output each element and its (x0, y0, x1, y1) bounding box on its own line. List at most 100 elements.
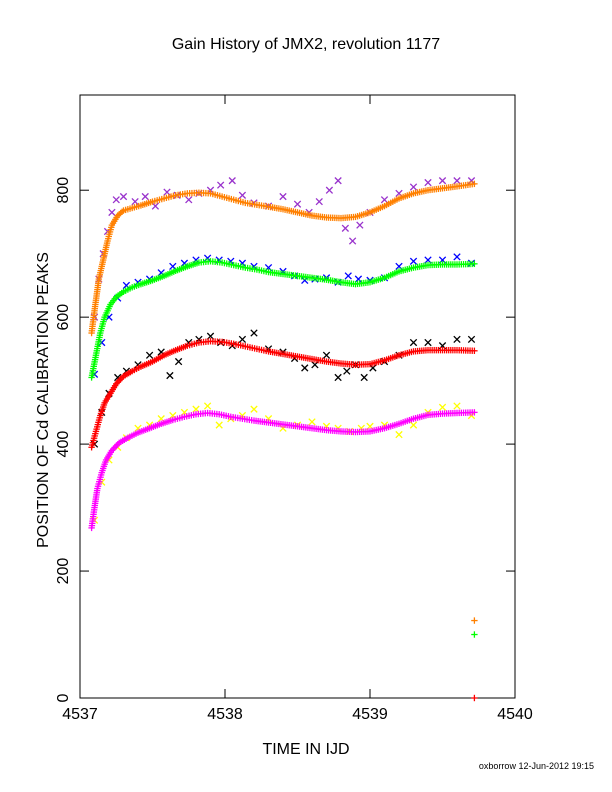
trend-fill (339, 279, 357, 288)
trend-fill (198, 338, 212, 346)
trend-fill (174, 190, 189, 199)
trend-fill (383, 269, 401, 281)
data-point (166, 371, 174, 380)
trend-fill (171, 414, 186, 423)
x-tick-label: 4538 (207, 706, 243, 723)
trend-fill (151, 353, 166, 364)
data-point (311, 361, 319, 369)
data-point (122, 281, 131, 290)
extra-point (471, 631, 478, 638)
y-tick-label: 800 (55, 177, 72, 204)
data-point (453, 402, 461, 410)
data-point (471, 180, 478, 188)
data-point (293, 200, 302, 208)
data-point (453, 177, 461, 185)
y-axis-label: POSITION OF Cd CALIBRATION PEAKS (35, 252, 52, 548)
data-point (467, 411, 476, 420)
x-axis-label: TIME IN IJD (262, 741, 349, 758)
data-point (344, 272, 352, 280)
data-point (424, 178, 432, 187)
data-point (238, 191, 247, 199)
trend-fill (412, 412, 430, 422)
data-point (131, 197, 139, 206)
trend-fill (267, 419, 285, 428)
trend-fill (174, 343, 189, 353)
data-point (356, 221, 364, 229)
data-point (343, 367, 351, 375)
trend-fill (221, 193, 235, 203)
data-point (215, 421, 223, 429)
trend-fill (136, 425, 151, 436)
trend-fill (397, 416, 415, 427)
data-point (279, 192, 287, 201)
trend-fill (256, 201, 270, 210)
trend-fill (441, 409, 459, 417)
trend-fill (397, 348, 415, 358)
trend-fill (455, 409, 476, 417)
x-tick-label: 4537 (62, 706, 98, 723)
data-point (238, 335, 247, 344)
trend-fill (88, 506, 98, 529)
trend-fill (426, 185, 444, 194)
trend-fill (110, 441, 121, 453)
data-point (471, 260, 478, 268)
data-point (141, 192, 149, 201)
data-point (250, 329, 258, 337)
trend-fill (114, 374, 126, 386)
trend-fill (99, 458, 109, 474)
trend-fill (232, 197, 247, 206)
data-point (467, 335, 476, 344)
trend-fill (441, 261, 459, 268)
data-point (453, 253, 461, 261)
data-point (395, 430, 403, 439)
trend-fill (339, 428, 357, 436)
trend-fill (91, 277, 102, 312)
data-point (301, 276, 309, 285)
trend-fill (310, 274, 328, 283)
trend-fill (441, 183, 459, 192)
trend-fill (91, 487, 101, 509)
data-point (471, 409, 478, 416)
trend-fill (102, 303, 113, 319)
data-point (145, 351, 154, 359)
data-point (308, 418, 316, 426)
trend-fill (325, 427, 343, 435)
y-tick-label: 0 (55, 693, 72, 702)
trend-fill (296, 353, 314, 362)
data-point (203, 402, 212, 410)
trend-fill (232, 262, 247, 271)
data-point (228, 177, 236, 185)
data-point (369, 364, 377, 372)
data-point (325, 186, 334, 194)
data-point (354, 275, 363, 283)
data-point (151, 202, 160, 210)
trend-fill (89, 430, 99, 449)
trend-fill (117, 435, 130, 446)
extra-point (471, 694, 478, 702)
data-point (467, 177, 476, 185)
trend-fill (93, 414, 103, 433)
data-point (424, 338, 432, 347)
trend-fill (383, 196, 401, 209)
trend-fill (88, 309, 98, 335)
trend-fill (368, 203, 386, 215)
trend-fill (108, 295, 118, 306)
x-tick-label: 4539 (352, 706, 388, 723)
data-point (112, 196, 120, 204)
data-point (438, 177, 447, 185)
data-point (301, 364, 309, 372)
trend-fill (96, 258, 106, 281)
data-point (409, 183, 418, 191)
trend-fill (397, 190, 415, 201)
data-point (119, 192, 128, 201)
y-tick-label: 600 (55, 304, 72, 331)
data-point (108, 208, 116, 217)
data-point (216, 181, 225, 189)
trend-fill (310, 425, 328, 434)
trend-fill (354, 209, 372, 220)
data-point (360, 373, 368, 382)
y-tick-label: 200 (55, 558, 72, 585)
trend-fill (412, 262, 430, 271)
data-point (348, 237, 357, 245)
plot-frame (79, 94, 516, 699)
